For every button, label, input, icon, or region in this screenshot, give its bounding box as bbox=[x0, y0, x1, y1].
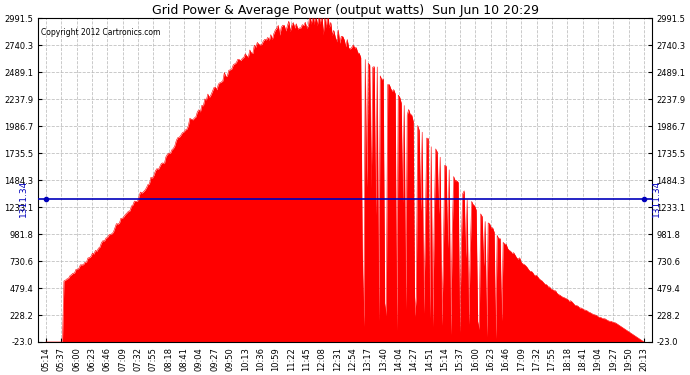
Title: Grid Power & Average Power (output watts)  Sun Jun 10 20:29: Grid Power & Average Power (output watts… bbox=[152, 4, 538, 17]
Text: 1311.34: 1311.34 bbox=[652, 180, 661, 218]
Text: Copyright 2012 Cartronics.com: Copyright 2012 Cartronics.com bbox=[41, 28, 161, 37]
Text: 1311.34: 1311.34 bbox=[19, 180, 28, 218]
